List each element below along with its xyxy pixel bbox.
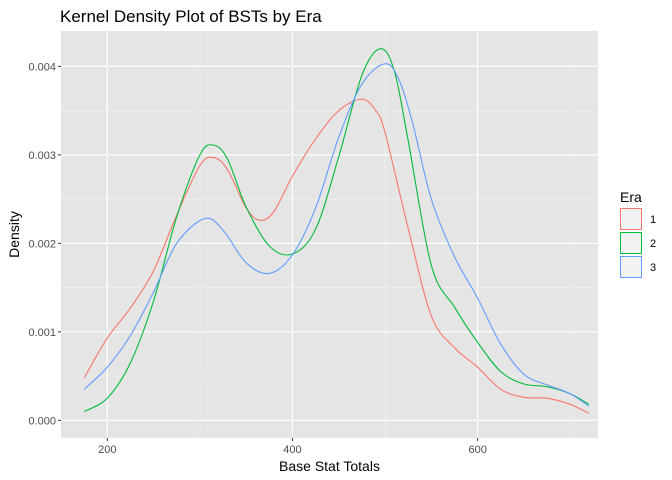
x-axis-ticks: 200 400 600 xyxy=(98,438,487,456)
legend-label-era-3: 3 xyxy=(650,262,656,274)
legend-label-era-1: 1 xyxy=(650,214,656,226)
density-line-era-2 xyxy=(83,48,590,412)
x-tick-label: 200 xyxy=(98,444,116,456)
y-tick-label: 0.004 xyxy=(28,61,56,73)
y-tick-label: 0.002 xyxy=(28,238,56,250)
legend-key-era-3 xyxy=(620,256,642,278)
chart-title: Kernel Density Plot of BSTs by Era xyxy=(60,7,322,26)
legend: Era 1 2 3 xyxy=(620,189,656,278)
density-lines xyxy=(83,48,590,414)
y-tick-label: 0.000 xyxy=(28,415,56,427)
x-axis-title: Base Stat Totals xyxy=(279,458,380,474)
legend-key-era-2 xyxy=(620,232,642,254)
y-tick-label: 0.001 xyxy=(28,327,56,339)
y-tick-label: 0.003 xyxy=(28,150,56,162)
grid-lines xyxy=(61,31,598,438)
x-tick-label: 400 xyxy=(283,444,301,456)
x-tick-label: 600 xyxy=(468,444,486,456)
legend-title: Era xyxy=(620,189,642,205)
y-axis-title: Density xyxy=(6,211,22,258)
legend-key-era-1 xyxy=(620,208,642,230)
legend-label-era-2: 2 xyxy=(650,238,656,250)
density-line-era-3 xyxy=(83,63,590,407)
plot-panel xyxy=(61,31,598,438)
y-axis-ticks: 0.000 0.001 0.002 0.003 0.004 xyxy=(28,61,61,427)
